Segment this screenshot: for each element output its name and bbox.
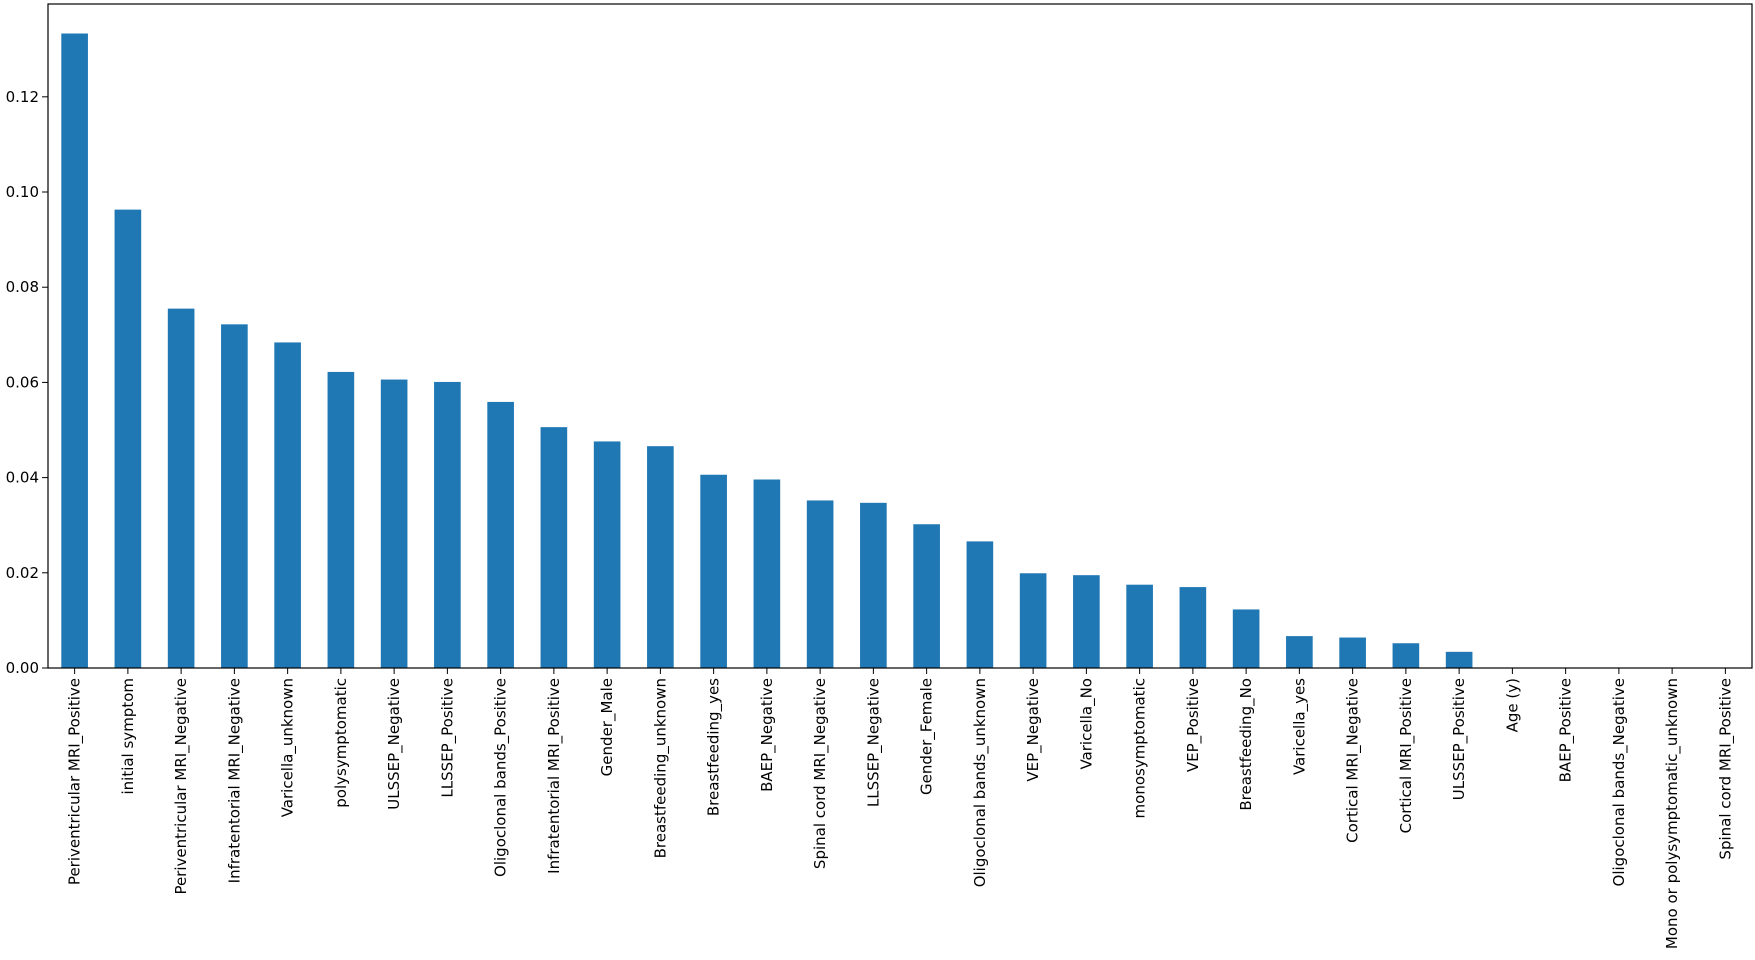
y-tick-label: 0.02 [6, 564, 39, 582]
bar [700, 474, 727, 668]
x-tick-label: Mono or polysymptomatic_unknown [1663, 678, 1682, 949]
bar [1339, 637, 1366, 668]
bar [274, 342, 301, 668]
x-tick-label: initial symptom [119, 678, 137, 795]
bar [434, 381, 461, 668]
x-tick-label: VEP_Negative [1024, 678, 1043, 782]
x-tick-label: Cortical MRI_Positive [1397, 678, 1416, 833]
x-tick-label: Varicella_yes [1290, 678, 1309, 775]
bar [487, 401, 514, 668]
x-tick-label: LLSSEP_Negative [864, 678, 883, 807]
bar [1126, 584, 1153, 668]
y-tick-label: 0.10 [6, 183, 39, 201]
y-tick-label: 0.12 [6, 88, 39, 106]
y-tick-label: 0.08 [6, 278, 39, 296]
x-tick-label: Oligoclonal bands_Positive [492, 678, 511, 877]
bar [860, 502, 887, 668]
y-tick-label: 0.00 [6, 659, 39, 677]
x-tick-label: Periventricular MRI_Negative [172, 678, 191, 895]
x-tick-label: Spinal cord MRI_Positive [1716, 678, 1735, 860]
x-tick-label: Varicella_unknown [279, 678, 298, 817]
bar [913, 524, 940, 668]
bar [61, 33, 88, 668]
bar [167, 308, 195, 668]
bar [593, 441, 621, 668]
bar [1019, 573, 1047, 668]
x-tick-label: Oligoclonal bands_unknown [971, 678, 990, 887]
bar [1445, 651, 1473, 668]
bars-layer [61, 33, 1473, 668]
bar [380, 379, 408, 668]
x-tick-label: Varicella_No [1077, 678, 1096, 770]
x-tick-label: ULSSEP_Positive [1450, 678, 1469, 800]
bar [647, 446, 674, 668]
y-axis: 0.00 0.02 0.04 0.06 0.08 0.10 0.12 [6, 88, 48, 677]
x-tick-label: Cortical MRI_Negative [1344, 678, 1363, 843]
x-tick-label: Gender_Male [598, 678, 617, 776]
x-tick-label: Periventricular MRI_Positive [66, 678, 85, 885]
x-tick-label: Infratentorial MRI_Negative [225, 678, 244, 883]
plot-frame [47, 3, 1753, 669]
y-tick-label: 0.06 [6, 373, 39, 391]
x-tick-label: BAEP_Positive [1557, 678, 1576, 782]
bar [327, 371, 355, 668]
x-tick-label: BAEP_Negative [758, 678, 777, 792]
bar [753, 479, 781, 668]
bar [221, 324, 248, 668]
x-tick-label: Breastfeeding_yes [705, 678, 724, 816]
bar [1392, 643, 1420, 668]
x-axis: Periventricular MRI_Positive initial symp… [66, 668, 1735, 949]
x-tick-label: LLSSEP_Positive [438, 678, 457, 798]
x-tick-label: monosymptomatic [1131, 678, 1149, 818]
x-tick-label: Breastfeeding_No [1237, 678, 1256, 811]
bar [114, 209, 142, 668]
x-tick-label: VEP_Positive [1184, 678, 1203, 772]
x-tick-label: Spinal cord MRI_Negative [811, 678, 830, 869]
bar [1179, 587, 1207, 668]
x-tick-label: Infratentorial MRI_Positive [545, 678, 564, 874]
bar [1073, 575, 1100, 668]
bar [966, 541, 994, 668]
bar [540, 427, 568, 668]
bar [1232, 609, 1260, 668]
bar [1286, 636, 1313, 668]
x-tick-label: ULSSEP_Negative [385, 678, 404, 810]
bar [806, 500, 834, 668]
y-tick-label: 0.04 [6, 469, 39, 487]
x-tick-label: Age (y) [1503, 678, 1521, 732]
x-tick-label: polysymptomatic [332, 678, 350, 808]
x-tick-label: Oligoclonal bands_Negative [1610, 678, 1629, 886]
x-tick-label: Breastfeeding_unknown [651, 678, 670, 858]
x-tick-label: Gender_Female [918, 678, 937, 795]
